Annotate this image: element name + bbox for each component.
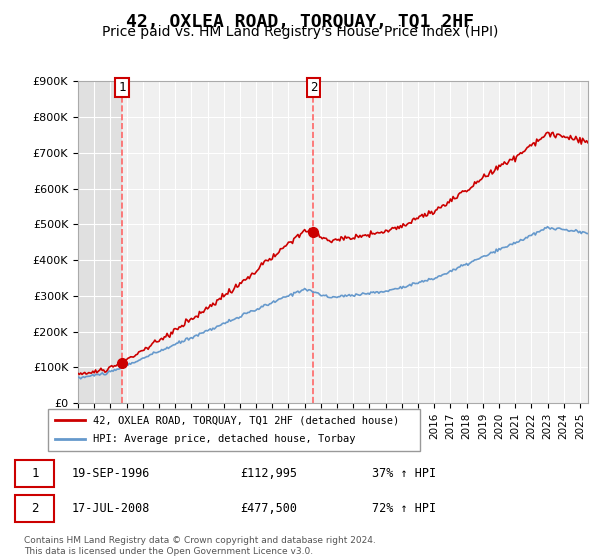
- Text: 37% ↑ HPI: 37% ↑ HPI: [372, 466, 436, 480]
- FancyBboxPatch shape: [48, 409, 420, 451]
- Text: Price paid vs. HM Land Registry's House Price Index (HPI): Price paid vs. HM Land Registry's House …: [102, 25, 498, 39]
- FancyBboxPatch shape: [15, 495, 54, 521]
- Text: 42, OXLEA ROAD, TORQUAY, TQ1 2HF (detached house): 42, OXLEA ROAD, TORQUAY, TQ1 2HF (detach…: [92, 415, 399, 425]
- Text: 19-SEP-1996: 19-SEP-1996: [72, 466, 151, 480]
- Text: 2: 2: [310, 81, 317, 94]
- Text: Contains HM Land Registry data © Crown copyright and database right 2024.
This d: Contains HM Land Registry data © Crown c…: [24, 536, 376, 556]
- Text: 42, OXLEA ROAD, TORQUAY, TQ1 2HF: 42, OXLEA ROAD, TORQUAY, TQ1 2HF: [126, 12, 474, 30]
- Text: £477,500: £477,500: [240, 502, 297, 515]
- Text: £112,995: £112,995: [240, 466, 297, 480]
- Text: 1: 1: [31, 466, 38, 480]
- Bar: [78, 81, 122, 403]
- Text: 1: 1: [118, 81, 126, 94]
- Text: HPI: Average price, detached house, Torbay: HPI: Average price, detached house, Torb…: [92, 435, 355, 445]
- Text: 72% ↑ HPI: 72% ↑ HPI: [372, 502, 436, 515]
- Text: 17-JUL-2008: 17-JUL-2008: [72, 502, 151, 515]
- Text: 2: 2: [31, 502, 38, 515]
- FancyBboxPatch shape: [15, 460, 54, 487]
